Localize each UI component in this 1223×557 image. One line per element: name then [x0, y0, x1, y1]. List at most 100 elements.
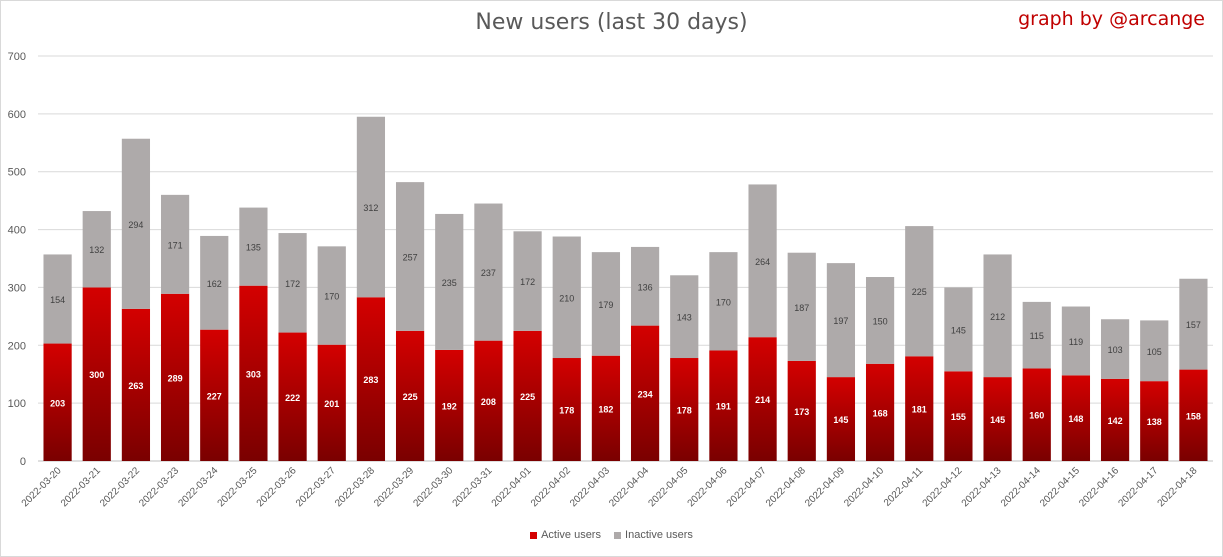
- data-label-inactive: 150: [873, 316, 888, 326]
- bar-active: [474, 340, 503, 461]
- data-label-active: 168: [873, 408, 888, 418]
- legend-item-inactive: Inactive users: [614, 529, 693, 541]
- chart-title: New users (last 30 days): [475, 10, 748, 35]
- data-label-inactive: 145: [951, 325, 966, 335]
- x-tick-label: 2022-04-05: [646, 465, 690, 509]
- data-label-active: 181: [912, 405, 927, 415]
- data-label-inactive: 210: [559, 293, 574, 303]
- data-label-active: 263: [128, 381, 143, 391]
- data-label-active: 192: [442, 401, 457, 411]
- bar-inactive: [82, 211, 111, 288]
- bar-active: [513, 330, 542, 461]
- bar-inactive: [944, 287, 973, 372]
- bar-active: [983, 377, 1012, 461]
- bar-active: [43, 343, 72, 461]
- x-tick-label: 2022-03-20: [20, 465, 64, 509]
- data-label-active: 289: [168, 373, 183, 383]
- bar-active: [435, 349, 464, 461]
- data-label-active: 283: [363, 375, 378, 385]
- bar-inactive: [552, 236, 581, 359]
- bar-active: [82, 287, 111, 461]
- data-label-active: 145: [833, 415, 848, 425]
- x-tick-label: 2022-04-15: [1038, 465, 1082, 509]
- y-tick-label: 100: [8, 398, 26, 410]
- data-label-inactive: 170: [324, 292, 339, 302]
- data-label-inactive: 179: [598, 300, 613, 310]
- data-label-active: 138: [1147, 417, 1162, 427]
- bar-active: [670, 358, 699, 461]
- bar-inactive: [317, 246, 346, 345]
- data-label-inactive: 235: [442, 278, 457, 288]
- data-label-active: 225: [520, 392, 535, 402]
- data-label-inactive: 312: [363, 203, 378, 213]
- data-label-inactive: 157: [1186, 320, 1201, 330]
- bar-inactive: [160, 194, 190, 294]
- x-tick-label: 2022-03-25: [216, 465, 260, 509]
- data-label-inactive: 143: [677, 313, 692, 323]
- data-label-inactive: 105: [1147, 347, 1162, 357]
- bar-inactive: [239, 207, 268, 286]
- data-label-inactive: 172: [285, 279, 300, 289]
- legend-label-active: Active users: [541, 529, 601, 541]
- x-tick-label: 2022-03-27: [294, 465, 338, 509]
- x-tick-label: 2022-04-16: [1077, 465, 1121, 509]
- data-label-inactive: 154: [50, 295, 65, 305]
- y-tick-label: 700: [8, 51, 26, 63]
- bar-inactive: [983, 254, 1012, 378]
- data-label-active: 158: [1186, 411, 1201, 421]
- x-tick-label: 2022-03-30: [411, 465, 455, 509]
- data-label-active: 214: [755, 395, 770, 405]
- bar-active: [826, 377, 856, 461]
- data-label-inactive: 171: [168, 240, 183, 250]
- bar-active: [905, 356, 934, 461]
- chart-legend: Active users Inactive users: [0, 529, 1223, 542]
- bar-inactive: [513, 231, 542, 331]
- y-tick-label: 200: [8, 340, 26, 352]
- y-tick-label: 400: [8, 225, 26, 237]
- bar-inactive: [1022, 301, 1051, 369]
- data-label-active: 155: [951, 412, 966, 422]
- x-tick-label: 2022-04-13: [960, 465, 1004, 509]
- bar-active: [709, 350, 738, 461]
- legend-label-inactive: Inactive users: [625, 529, 693, 541]
- x-tick-label: 2022-03-31: [451, 465, 495, 509]
- data-label-inactive: 135: [246, 243, 261, 253]
- bar-active: [395, 330, 425, 461]
- bar-inactive: [709, 252, 738, 351]
- bar-active: [1022, 368, 1051, 461]
- bar-inactive: [826, 263, 856, 378]
- bar-inactive: [278, 233, 307, 333]
- bar-active: [944, 371, 973, 461]
- x-tick-label: 2022-03-22: [98, 465, 142, 509]
- bar-active: [239, 285, 268, 461]
- bar-inactive: [356, 116, 386, 298]
- legend-swatch-inactive: [614, 531, 622, 539]
- bar-inactive: [43, 254, 72, 344]
- y-tick-label: 600: [8, 109, 26, 121]
- bar-active: [552, 358, 581, 461]
- data-label-active: 182: [598, 404, 613, 414]
- bar-inactive: [787, 252, 816, 361]
- bar-active: [865, 363, 895, 461]
- legend-swatch-active: [530, 531, 538, 539]
- data-label-inactive: 162: [207, 279, 222, 289]
- bar-inactive: [1140, 320, 1169, 382]
- x-tick-label: 2022-04-14: [999, 465, 1043, 509]
- data-label-active: 191: [716, 402, 731, 412]
- chart-credit: graph by @arcange: [1018, 8, 1205, 30]
- data-label-active: 222: [285, 393, 300, 403]
- x-tick-label: 2022-03-26: [255, 465, 299, 509]
- data-label-inactive: 136: [638, 282, 653, 292]
- x-tick-label: 2022-04-08: [764, 465, 808, 509]
- data-label-active: 227: [207, 391, 222, 401]
- bar-inactive: [435, 213, 464, 350]
- bar-inactive: [591, 252, 621, 356]
- bar-active: [317, 344, 346, 461]
- x-tick-label: 2022-04-12: [921, 465, 965, 509]
- data-label-inactive: 172: [520, 277, 535, 287]
- bar-inactive: [121, 138, 151, 309]
- x-tick-label: 2022-04-09: [803, 465, 847, 509]
- bar-active: [160, 293, 190, 461]
- bar-active: [356, 297, 386, 461]
